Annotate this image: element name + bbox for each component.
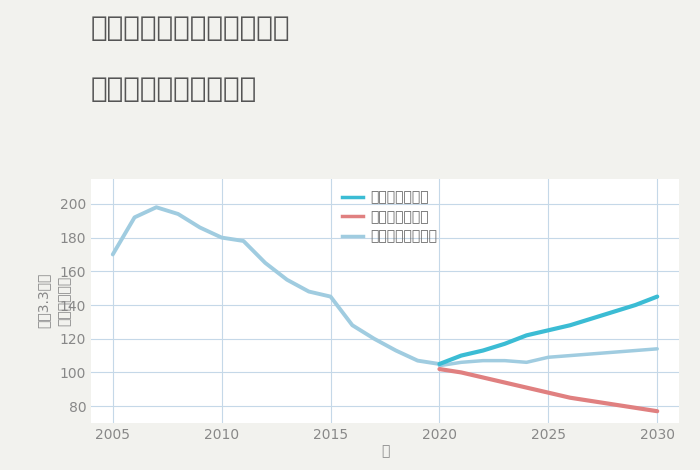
Legend: グッドシナリオ, バッドシナリオ, ノーマルシナリオ: グッドシナリオ, バッドシナリオ, ノーマルシナリオ <box>342 190 437 243</box>
Y-axis label: 坪（3.3㎡）
単価（万円）: 坪（3.3㎡） 単価（万円） <box>37 273 71 329</box>
Text: 奈良県奈良市学園朝日町の: 奈良県奈良市学園朝日町の <box>91 14 290 42</box>
Text: 中古戸建ての価格推移: 中古戸建ての価格推移 <box>91 75 258 103</box>
X-axis label: 年: 年 <box>381 445 389 459</box>
